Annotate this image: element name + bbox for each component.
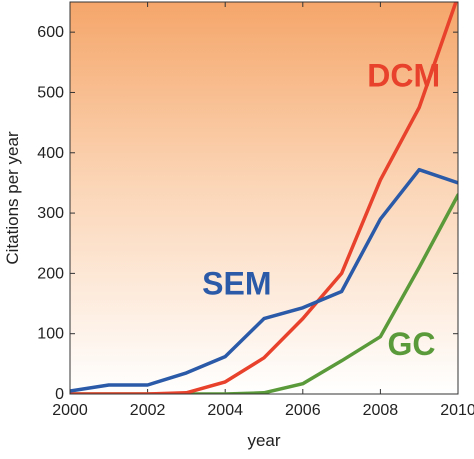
y-tick-label: 100 [37,326,64,343]
y-tick-label: 200 [37,265,64,282]
y-axis-title: Citations per year [3,131,22,265]
x-tick-label: 2010 [440,402,474,419]
y-tick-label: 500 [37,84,64,101]
series-label-dcm: DCM [367,57,440,93]
y-tick-label: 300 [37,205,64,222]
series-line-gc [70,193,458,394]
series-labels: DCM SEM GC [202,57,440,361]
y-tick-label: 0 [55,386,64,403]
series-label-gc: GC [387,326,435,362]
x-axis-ticks: 2000 2002 2004 2006 2008 2010 [52,2,474,419]
x-tick-label: 2004 [207,402,243,419]
x-tick-label: 2006 [285,402,321,419]
x-tick-label: 2008 [363,402,399,419]
y-tick-label: 400 [37,145,64,162]
series-lines [70,2,458,394]
plot-frame [69,1,459,395]
series-line-sem [70,167,458,393]
y-axis-ticks: 0 100 200 300 400 500 600 [37,24,458,403]
plot-area [70,2,458,394]
y-tick-label: 600 [37,24,64,41]
x-axis-title: year [247,431,280,450]
series-line-dcm [70,2,458,394]
series-label-sem: SEM [202,265,271,301]
x-tick-label: 2000 [52,402,88,419]
x-tick-label: 2002 [130,402,166,419]
